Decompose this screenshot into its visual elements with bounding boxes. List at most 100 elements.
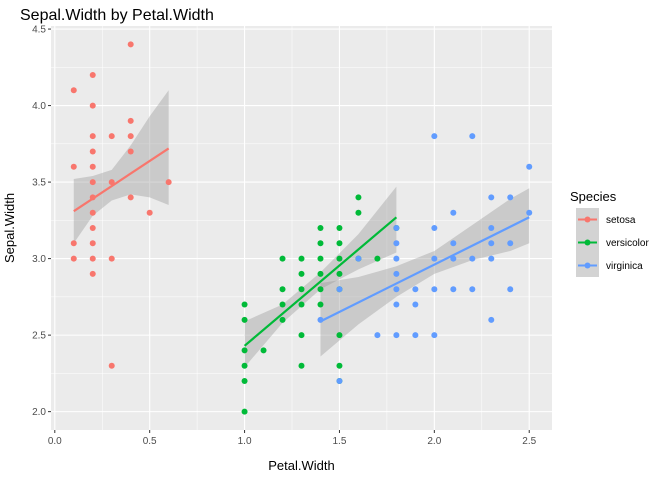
point-virginica xyxy=(526,209,533,216)
point-virginica xyxy=(336,378,343,385)
point-setosa xyxy=(89,255,96,262)
point-virginica xyxy=(431,286,438,293)
point-versicolor xyxy=(355,194,362,201)
legend-key-point xyxy=(584,262,591,269)
y-axis-title: Sepal.Width xyxy=(2,193,17,263)
x-tick-label: 0.0 xyxy=(48,436,62,447)
point-versicolor xyxy=(241,316,248,323)
point-versicolor xyxy=(241,362,248,369)
y-tick-label: 3.5 xyxy=(32,178,46,189)
point-virginica xyxy=(488,316,495,323)
x-tick-label: 2.5 xyxy=(522,436,536,447)
point-virginica xyxy=(431,332,438,339)
point-virginica xyxy=(412,286,419,293)
point-versicolor xyxy=(336,332,343,339)
point-versicolor xyxy=(279,255,286,262)
confidence-band-setosa xyxy=(73,90,169,244)
point-setosa xyxy=(89,102,96,109)
point-setosa xyxy=(89,148,96,155)
point-virginica xyxy=(469,286,476,293)
point-versicolor xyxy=(298,270,305,277)
point-versicolor xyxy=(317,225,324,231)
y-tick-label: 4.5 xyxy=(32,25,46,36)
y-tick-label: 4.0 xyxy=(32,101,46,112)
point-setosa xyxy=(89,240,96,247)
point-virginica xyxy=(393,286,400,293)
point-virginica xyxy=(393,225,400,231)
fit-line-setosa xyxy=(73,147,170,213)
legend-label-setosa: setosa xyxy=(606,215,636,226)
point-virginica xyxy=(431,225,438,231)
point-setosa xyxy=(70,255,77,262)
point-virginica xyxy=(412,301,419,308)
point-virginica xyxy=(431,133,438,140)
point-versicolor xyxy=(317,301,324,308)
point-virginica xyxy=(450,255,457,262)
point-versicolor xyxy=(317,240,324,247)
point-setosa xyxy=(89,133,96,140)
data-points xyxy=(70,41,533,415)
point-setosa xyxy=(70,163,77,170)
plot-panel xyxy=(51,26,552,430)
y-tick-label: 3.0 xyxy=(32,254,46,265)
point-versicolor xyxy=(260,347,267,354)
x-axis-ticks: 0.0 0.5 1.0 1.5 2.0 2.5 xyxy=(48,430,537,447)
legend-label-virginica: virginica xyxy=(606,261,643,272)
legend-key-point xyxy=(584,216,591,223)
point-virginica xyxy=(336,286,343,293)
point-setosa xyxy=(127,41,134,48)
point-versicolor xyxy=(279,286,286,293)
point-virginica xyxy=(374,332,381,339)
point-setosa xyxy=(108,362,115,369)
x-tick-label: 2.0 xyxy=(427,436,441,447)
point-virginica xyxy=(450,240,457,247)
point-versicolor xyxy=(298,301,305,308)
point-virginica xyxy=(355,255,362,262)
point-virginica xyxy=(526,163,533,170)
point-virginica xyxy=(469,255,476,262)
point-setosa xyxy=(89,179,96,186)
point-virginica xyxy=(488,255,495,262)
fit-line-versicolor xyxy=(243,216,398,347)
point-setosa xyxy=(89,209,96,216)
point-setosa xyxy=(108,255,115,262)
point-versicolor xyxy=(374,255,381,262)
point-versicolor xyxy=(279,301,286,308)
point-versicolor xyxy=(298,255,305,262)
legend: Species setosa versicolor virginica xyxy=(570,189,649,277)
x-axis-title: Petal.Width xyxy=(268,458,334,473)
point-virginica xyxy=(488,225,495,231)
point-versicolor xyxy=(241,378,248,385)
point-setosa xyxy=(127,117,134,124)
point-setosa xyxy=(89,163,96,170)
point-versicolor xyxy=(317,270,324,277)
confidence-band-virginica xyxy=(320,188,530,357)
point-versicolor xyxy=(298,362,305,369)
legend-label-versicolor: versicolor xyxy=(606,238,649,249)
point-virginica xyxy=(412,332,419,339)
point-setosa xyxy=(165,179,172,186)
point-versicolor xyxy=(355,209,362,216)
y-tick-label: 2.5 xyxy=(32,331,46,342)
y-axis-ticks: 2.0 2.5 3.0 3.5 4.0 4.5 xyxy=(32,25,51,418)
point-versicolor xyxy=(279,316,286,323)
point-virginica xyxy=(450,286,457,293)
point-setosa xyxy=(127,148,134,155)
point-virginica xyxy=(507,194,514,201)
point-setosa xyxy=(108,133,115,140)
point-setosa xyxy=(108,179,115,186)
point-versicolor xyxy=(317,286,324,293)
legend-key-point xyxy=(584,239,591,246)
point-versicolor xyxy=(241,347,248,354)
point-versicolor xyxy=(317,255,324,262)
point-virginica xyxy=(393,301,400,308)
point-setosa xyxy=(146,209,153,216)
point-setosa xyxy=(70,240,77,247)
point-virginica xyxy=(393,240,400,247)
point-setosa xyxy=(89,71,96,78)
point-setosa xyxy=(127,194,134,201)
point-virginica xyxy=(488,240,495,247)
point-versicolor xyxy=(336,270,343,277)
point-virginica xyxy=(393,332,400,339)
point-virginica xyxy=(450,209,457,216)
